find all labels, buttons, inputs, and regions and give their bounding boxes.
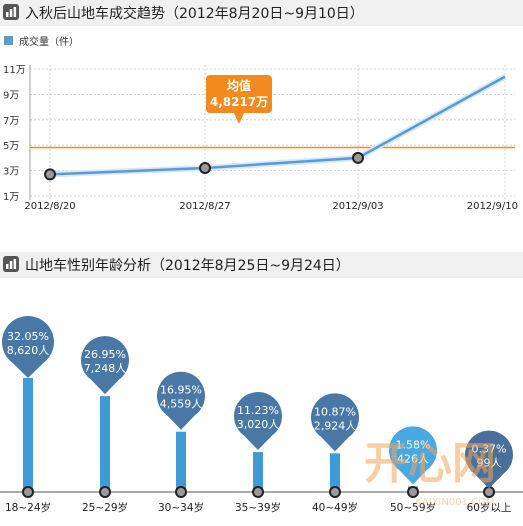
average-callout-pointer <box>234 113 244 124</box>
value-pin: 16.95%4,559人 <box>157 371 205 430</box>
value-label: 26.95% <box>84 348 126 361</box>
value-pins: 32.05%8,620人 26.95%7,248人 16.95%4,559人 11.2… <box>2 316 513 489</box>
y-tick-label: 5万 <box>3 141 19 152</box>
bar-chart-header: 山地车性别年龄分析（2012年8月25日~9月24日） <box>0 252 523 278</box>
value-pin-shape <box>233 392 283 451</box>
legend-label: 成交量（件） <box>19 35 79 48</box>
y-tick-label: 11万 <box>3 65 26 76</box>
data-point <box>44 168 56 181</box>
value-pin-shape <box>81 336 129 395</box>
value-pin: 1.58%426人 <box>389 426 438 485</box>
watermark: 开心网 KAIXIN001.COM <box>364 438 496 508</box>
y-tick-label: 7万 <box>3 116 19 127</box>
bar <box>253 452 263 492</box>
bar-chart-x-ticks: 18~24岁 25~29岁 30~34岁 35~39岁 40~49岁 50~59岁 60岁以… <box>5 501 511 514</box>
x-tick-label: 2012/9/10 <box>467 201 518 212</box>
value-label: 32.05% <box>7 330 49 343</box>
x-tick-label: 25~29岁 <box>82 501 128 514</box>
value-pin: 11.23%3,020人 <box>233 392 283 451</box>
value-label: 10.87% <box>314 405 356 418</box>
bar <box>176 431 186 492</box>
line-chart-header: 入秋后山地车成交趋势（2012年8月20日~9月10日） <box>0 0 523 26</box>
baseline-marker <box>329 486 341 498</box>
value-label: 0.37% <box>472 443 507 456</box>
line-chart-y-ticks: 1万 3万 5万 7万 9万 11万 <box>3 65 26 203</box>
x-tick-label: 2012/8/27 <box>179 201 230 212</box>
average-callout-value: 4,8217万 <box>210 95 268 109</box>
bar-marks <box>22 378 495 498</box>
x-tick-label: 30~34岁 <box>158 501 204 514</box>
average-callout-title: 均值 <box>227 78 251 93</box>
data-point <box>352 151 364 164</box>
y-tick-label: 1万 <box>3 192 19 203</box>
x-tick-label: 18~24岁 <box>5 501 51 514</box>
value-pin-shape <box>2 316 54 378</box>
watermark-logo: 开心网 <box>364 438 496 489</box>
count-label: 4,559人 <box>160 398 203 411</box>
value-label: 11.23% <box>237 404 279 417</box>
bar-chart-header-bg <box>0 252 523 278</box>
value-pin: 26.95%7,248人 <box>81 336 129 395</box>
count-label: 99人 <box>477 457 502 470</box>
y-tick-label: 3万 <box>3 167 19 178</box>
bar-chart-icon <box>3 256 19 272</box>
x-tick-label: 2012/8/20 <box>24 201 75 212</box>
line-chart-x-ticks: 2012/8/20 2012/8/27 2012/9/03 2012/9/10 <box>24 201 518 212</box>
value-pin-shape <box>389 426 438 485</box>
bar-chart: 32.05%8,620人 26.95%7,248人 16.95%4,559人 11.2… <box>0 316 523 514</box>
value-pin-shape <box>311 393 360 452</box>
y-tick-label: 9万 <box>3 90 19 101</box>
count-label: 7,248人 <box>84 362 127 375</box>
data-point <box>199 162 211 175</box>
series-line-glow <box>49 73 507 178</box>
series-line <box>49 75 506 176</box>
value-label: 16.95% <box>160 384 202 397</box>
line-chart-header-bg <box>0 0 523 26</box>
legend-swatch <box>4 36 13 45</box>
line-chart-grid <box>29 65 515 200</box>
count-label: 8,620人 <box>7 344 50 357</box>
value-pin-shape <box>157 371 205 430</box>
bar-chart-title: 山地车性别年龄分析（2012年8月25日~9月24日） <box>25 257 350 274</box>
baseline-marker <box>252 486 264 498</box>
watermark-sub: KAIXIN001.COM <box>415 497 494 508</box>
value-label: 1.58% <box>396 438 431 451</box>
count-label: 426人 <box>397 452 429 465</box>
baseline-marker <box>22 486 34 498</box>
x-tick-label: 40~49岁 <box>312 501 358 514</box>
value-pin: 0.37%99人 <box>465 430 513 489</box>
baseline-marker <box>407 486 419 498</box>
average-callout-box <box>206 75 272 113</box>
baseline-marker <box>99 486 111 498</box>
average-callout: 均值 4,8217万 <box>206 75 272 124</box>
x-tick-label: 2012/9/03 <box>332 201 383 212</box>
baseline-marker <box>175 486 187 498</box>
value-pin: 10.87%2,924人 <box>311 393 360 452</box>
x-tick-label: 60岁以上 <box>467 501 512 514</box>
count-label: 3,020人 <box>237 418 280 431</box>
bar-chart-icon <box>3 4 19 20</box>
count-label: 2,924人 <box>314 419 357 432</box>
bar <box>330 453 340 492</box>
value-pin-shape <box>465 430 513 489</box>
line-chart-title: 入秋后山地车成交趋势（2012年8月20日~9月10日） <box>25 5 364 22</box>
bar <box>100 396 110 492</box>
x-tick-label: 35~39岁 <box>235 501 281 514</box>
bar <box>23 378 33 492</box>
value-pin: 32.05%8,620人 <box>2 316 54 378</box>
x-tick-label: 50~59岁 <box>390 501 436 514</box>
line-series <box>44 73 507 181</box>
